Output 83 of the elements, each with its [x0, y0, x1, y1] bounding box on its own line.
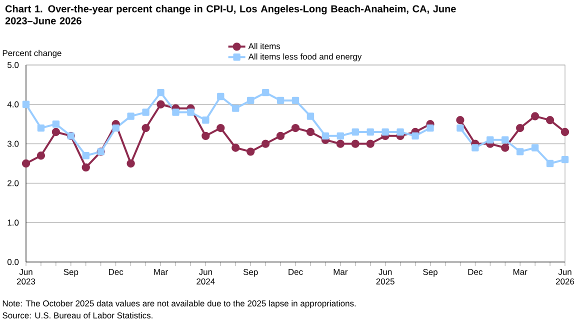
y-tick-label: 1.0 — [8, 220, 19, 226]
point — [172, 108, 180, 116]
text: Note: The October 2025 data values are not available due to the 2025 lapse in appropriations. — [2, 300, 356, 308]
point — [426, 124, 434, 132]
point — [322, 132, 330, 140]
point — [126, 159, 135, 168]
x-tick-label: Sep — [423, 269, 438, 277]
point — [156, 100, 165, 108]
point — [232, 104, 240, 112]
x-tick-label: Sep — [243, 269, 258, 277]
chart-title: Chart 1. Over-the-year percent change in CPI-U, Los Angeles-Long Beach-Anaheim, CA, June 2023–June 2026 — [5, 5, 456, 24]
point — [292, 96, 300, 104]
source-note: Source: U.S. Bureau of Labor Statistics. — [2, 312, 152, 318]
point — [216, 124, 225, 132]
point — [352, 128, 359, 136]
point — [501, 144, 510, 152]
x-tick-label: Dec — [108, 269, 124, 275]
y-tick-label: 3.0 — [7, 140, 19, 147]
point — [366, 128, 374, 136]
point — [82, 152, 90, 160]
point — [486, 136, 494, 144]
x-tick-label: Jun 2023 — [16, 269, 36, 284]
point — [366, 140, 374, 148]
point — [336, 140, 345, 148]
point — [291, 124, 300, 132]
point — [232, 144, 240, 152]
point — [22, 100, 30, 108]
point — [246, 96, 254, 104]
x-tick-label: Jun 2024 — [196, 269, 215, 284]
point — [52, 128, 60, 136]
y-tick-label: 2.0 — [8, 180, 19, 186]
point — [306, 112, 314, 120]
point — [336, 132, 344, 140]
x-tick-label: Sep — [64, 269, 78, 277]
point — [396, 128, 404, 136]
x-tick-label: Jun 2026 — [556, 269, 574, 284]
x-tick-label: Mar — [334, 269, 348, 275]
point — [187, 108, 194, 116]
point — [456, 116, 464, 124]
point — [546, 160, 554, 168]
point — [351, 140, 360, 148]
point — [382, 128, 389, 136]
point — [262, 88, 270, 96]
point — [306, 128, 315, 136]
point — [276, 96, 284, 104]
point — [246, 148, 255, 156]
point — [112, 124, 120, 132]
x-tick-label: Jun 2025 — [376, 269, 394, 284]
point — [202, 132, 210, 140]
point — [142, 124, 150, 132]
point — [456, 124, 464, 132]
point — [127, 112, 134, 120]
point — [37, 124, 45, 132]
point — [276, 132, 285, 140]
x-tick-label: Dec — [468, 269, 483, 275]
legend-label: All items less food and energy — [248, 53, 362, 62]
y-axis-title: Percent change — [2, 50, 62, 58]
point — [202, 116, 210, 124]
point — [157, 88, 164, 96]
point — [516, 124, 524, 132]
point — [546, 116, 554, 124]
point — [560, 128, 570, 136]
point — [502, 136, 509, 144]
point — [516, 148, 524, 156]
point — [472, 144, 479, 152]
point — [82, 163, 90, 172]
legend-label: All items — [248, 42, 280, 50]
y-tick-label: 5.0 — [8, 62, 19, 68]
x-tick-label: Mar — [513, 269, 528, 275]
x-tick-label: Dec — [288, 269, 303, 275]
point — [530, 112, 540, 120]
point — [561, 156, 569, 164]
point — [142, 108, 150, 116]
point — [531, 144, 539, 152]
point — [261, 140, 270, 148]
point — [36, 152, 46, 160]
point — [412, 132, 419, 140]
point — [52, 120, 60, 128]
x-tick-label: Mar — [154, 269, 168, 275]
point — [22, 159, 30, 168]
y-tick-label: 4.0 — [7, 101, 19, 108]
point — [217, 92, 224, 100]
y-tick-label: 0.0 — [7, 258, 19, 266]
